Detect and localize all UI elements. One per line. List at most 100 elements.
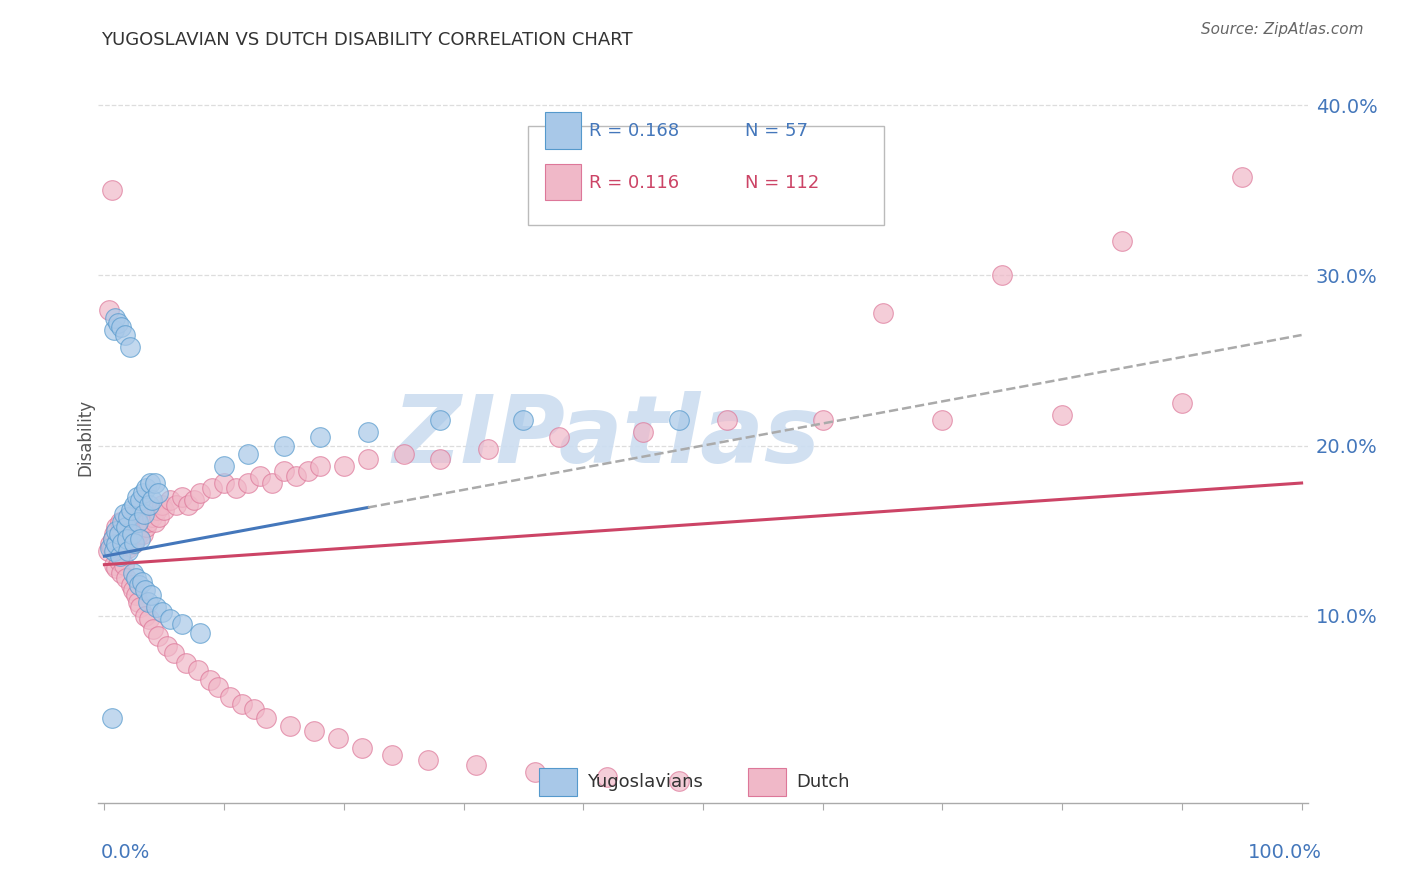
Point bbox=[273, 439, 295, 453]
Point bbox=[131, 515, 153, 529]
Point bbox=[129, 493, 152, 508]
Point bbox=[596, 770, 619, 784]
Point bbox=[134, 583, 156, 598]
Point bbox=[716, 413, 738, 427]
Point bbox=[302, 724, 325, 739]
Point bbox=[284, 469, 307, 483]
Point bbox=[100, 711, 122, 725]
Point bbox=[156, 640, 179, 654]
Point bbox=[165, 498, 187, 512]
Point bbox=[198, 673, 221, 688]
Point bbox=[464, 758, 486, 772]
Point bbox=[107, 527, 129, 541]
Point bbox=[141, 493, 163, 508]
Point bbox=[124, 588, 146, 602]
Point bbox=[127, 515, 149, 529]
Point bbox=[357, 425, 380, 439]
Point bbox=[146, 503, 169, 517]
Point bbox=[114, 328, 136, 343]
Point bbox=[429, 413, 451, 427]
Point bbox=[145, 600, 167, 615]
Point bbox=[114, 532, 136, 546]
Point bbox=[172, 490, 194, 504]
Point bbox=[139, 475, 162, 490]
Text: YUGOSLAVIAN VS DUTCH DISABILITY CORRELATION CHART: YUGOSLAVIAN VS DUTCH DISABILITY CORRELAT… bbox=[101, 31, 633, 49]
Point bbox=[668, 413, 690, 427]
Point bbox=[159, 612, 181, 626]
Point bbox=[129, 600, 152, 615]
Point bbox=[117, 510, 139, 524]
Point bbox=[129, 520, 152, 534]
Point bbox=[111, 535, 134, 549]
Point bbox=[129, 532, 152, 546]
Point bbox=[260, 475, 283, 490]
Text: Source: ZipAtlas.com: Source: ZipAtlas.com bbox=[1201, 22, 1364, 37]
Point bbox=[132, 507, 155, 521]
Text: 0.0%: 0.0% bbox=[101, 843, 150, 862]
Point bbox=[100, 541, 122, 555]
Point bbox=[120, 578, 142, 592]
Point bbox=[128, 578, 150, 592]
Point bbox=[111, 524, 134, 538]
Point bbox=[148, 486, 170, 500]
Point bbox=[117, 541, 139, 555]
Point bbox=[105, 520, 128, 534]
Point bbox=[107, 554, 129, 568]
Point bbox=[381, 748, 404, 763]
Point bbox=[124, 535, 146, 549]
Y-axis label: Disability: Disability bbox=[76, 399, 94, 475]
Point bbox=[132, 527, 155, 541]
Point bbox=[225, 481, 247, 495]
FancyBboxPatch shape bbox=[544, 112, 581, 149]
Point bbox=[136, 595, 159, 609]
Point bbox=[333, 458, 356, 473]
Point bbox=[524, 765, 547, 780]
Point bbox=[392, 447, 415, 461]
Point bbox=[132, 486, 155, 500]
Point bbox=[1111, 235, 1133, 249]
Point bbox=[115, 532, 138, 546]
Point bbox=[326, 731, 349, 746]
Point bbox=[991, 268, 1014, 283]
Point bbox=[131, 574, 153, 589]
Point bbox=[141, 510, 163, 524]
Point bbox=[107, 541, 129, 555]
Point bbox=[138, 612, 160, 626]
Point bbox=[219, 690, 242, 705]
Point bbox=[103, 544, 125, 558]
Point bbox=[183, 493, 205, 508]
Point bbox=[124, 571, 146, 585]
Point bbox=[112, 558, 135, 572]
Point bbox=[143, 515, 166, 529]
Point bbox=[1050, 408, 1073, 422]
Point bbox=[103, 527, 125, 541]
Text: ZIPatlas: ZIPatlas bbox=[392, 391, 820, 483]
Point bbox=[134, 608, 156, 623]
Text: Yugoslavians: Yugoslavians bbox=[586, 773, 703, 791]
Point bbox=[1171, 396, 1194, 410]
Point bbox=[150, 605, 173, 619]
FancyBboxPatch shape bbox=[538, 768, 578, 797]
Point bbox=[135, 520, 157, 534]
Point bbox=[357, 452, 380, 467]
Point bbox=[153, 503, 176, 517]
Point bbox=[115, 520, 138, 534]
Point bbox=[139, 588, 162, 602]
Point bbox=[117, 544, 139, 558]
Text: R = 0.116: R = 0.116 bbox=[589, 174, 679, 192]
Point bbox=[104, 311, 127, 326]
Point bbox=[872, 306, 894, 320]
Point bbox=[115, 571, 138, 585]
Point bbox=[177, 498, 200, 512]
Point bbox=[105, 561, 128, 575]
Text: Dutch: Dutch bbox=[796, 773, 849, 791]
Point bbox=[120, 503, 142, 517]
Point bbox=[107, 316, 129, 330]
Point bbox=[108, 549, 131, 563]
Point bbox=[135, 481, 157, 495]
Point bbox=[148, 510, 170, 524]
Point bbox=[120, 527, 142, 541]
Point bbox=[127, 595, 149, 609]
Text: R = 0.168: R = 0.168 bbox=[589, 122, 679, 140]
Point bbox=[811, 413, 834, 427]
